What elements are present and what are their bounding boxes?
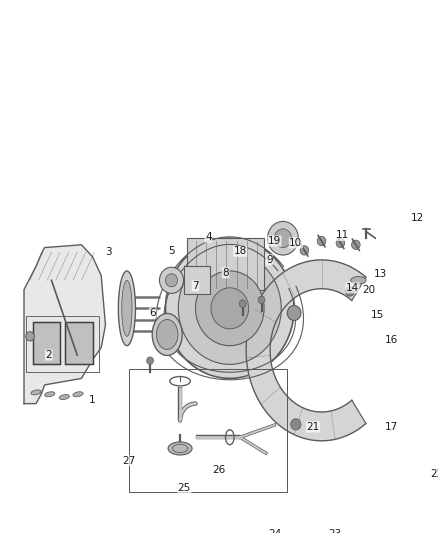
Ellipse shape — [59, 394, 69, 400]
Bar — [26, 316, 99, 372]
Polygon shape — [24, 245, 106, 403]
Circle shape — [391, 274, 401, 286]
Text: 1: 1 — [88, 395, 95, 405]
Circle shape — [427, 425, 438, 438]
Bar — [65, 322, 92, 365]
Circle shape — [239, 300, 246, 308]
Bar — [129, 369, 287, 492]
Circle shape — [195, 271, 264, 346]
Bar — [184, 266, 210, 294]
Text: 27: 27 — [122, 456, 135, 466]
Circle shape — [166, 238, 294, 378]
Circle shape — [352, 240, 360, 249]
Circle shape — [346, 287, 354, 296]
Text: 14: 14 — [346, 283, 359, 293]
Text: 2: 2 — [46, 350, 52, 360]
Text: 10: 10 — [289, 238, 302, 248]
Text: 21: 21 — [306, 422, 320, 432]
Bar — [65, 322, 92, 365]
Circle shape — [291, 419, 301, 430]
Ellipse shape — [351, 277, 366, 284]
Ellipse shape — [152, 313, 182, 356]
Text: 24: 24 — [268, 529, 281, 533]
Ellipse shape — [122, 280, 132, 336]
Circle shape — [258, 296, 265, 304]
Ellipse shape — [73, 392, 83, 397]
Circle shape — [429, 461, 437, 470]
Text: 18: 18 — [233, 246, 247, 256]
Text: 26: 26 — [212, 465, 225, 475]
Ellipse shape — [118, 271, 135, 346]
Ellipse shape — [31, 390, 41, 395]
Text: 22: 22 — [431, 469, 438, 479]
Circle shape — [178, 252, 281, 365]
Text: 6: 6 — [149, 308, 156, 318]
Circle shape — [147, 357, 153, 365]
Text: 23: 23 — [328, 529, 341, 533]
Text: 20: 20 — [362, 285, 375, 295]
Polygon shape — [246, 260, 366, 441]
Circle shape — [268, 221, 298, 255]
Ellipse shape — [156, 319, 178, 350]
Text: 16: 16 — [385, 335, 398, 345]
Bar — [32, 322, 60, 365]
Text: 9: 9 — [266, 255, 272, 265]
Circle shape — [336, 238, 345, 248]
Circle shape — [300, 246, 309, 255]
Bar — [389, 266, 438, 439]
Circle shape — [26, 332, 34, 341]
Text: 12: 12 — [411, 213, 424, 223]
Text: 15: 15 — [371, 310, 384, 320]
Ellipse shape — [168, 442, 192, 455]
Circle shape — [317, 236, 326, 246]
Ellipse shape — [45, 392, 55, 397]
Text: 7: 7 — [192, 281, 199, 291]
Text: 11: 11 — [336, 230, 349, 240]
Bar — [32, 322, 60, 365]
Text: 5: 5 — [168, 246, 175, 256]
Circle shape — [166, 274, 177, 287]
Text: 17: 17 — [385, 422, 398, 432]
Bar — [187, 238, 264, 289]
Circle shape — [388, 354, 398, 365]
Text: 4: 4 — [205, 232, 212, 243]
Circle shape — [159, 267, 184, 293]
Text: 3: 3 — [106, 247, 112, 257]
Text: 25: 25 — [178, 483, 191, 492]
Circle shape — [274, 229, 292, 248]
Text: 8: 8 — [222, 268, 229, 278]
Text: 19: 19 — [268, 236, 281, 246]
Circle shape — [287, 305, 301, 320]
Circle shape — [211, 288, 249, 329]
Text: 13: 13 — [374, 269, 387, 279]
